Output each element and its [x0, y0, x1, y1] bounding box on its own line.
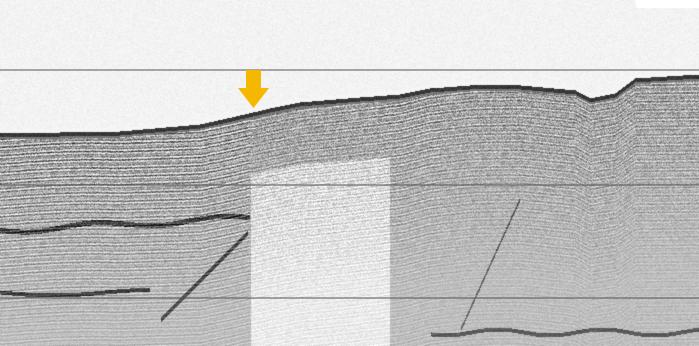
seismic-section-image — [0, 0, 699, 346]
